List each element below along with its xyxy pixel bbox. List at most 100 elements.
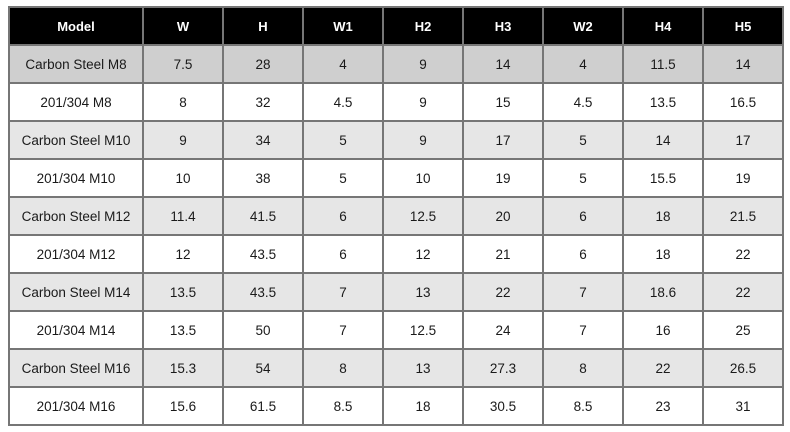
value-cell: 9 [142, 120, 224, 160]
value-cell: 18 [622, 234, 704, 274]
column-header-h: H [222, 6, 304, 46]
value-cell: 10 [382, 158, 464, 198]
value-cell: 18 [622, 196, 704, 236]
table-row: 201/304 M16 15.6 61.5 8.5 18 30.5 8.5 23 31 [8, 386, 784, 426]
value-cell: 32 [222, 82, 304, 122]
value-cell: 17 [462, 120, 544, 160]
value-cell: 9 [382, 44, 464, 84]
value-cell: 30.5 [462, 386, 544, 426]
value-cell: 9 [382, 82, 464, 122]
value-cell: 7 [542, 272, 624, 312]
value-cell: 23 [622, 386, 704, 426]
value-cell: 22 [622, 348, 704, 388]
fastener-dimensions-table: Model W H W1 H2 H3 W2 H4 H5 Carbon Steel… [8, 6, 784, 426]
column-header-h5: H5 [702, 6, 784, 46]
table-row: Carbon Steel M10 9 34 5 9 17 5 14 17 [8, 120, 784, 160]
column-header-model: Model [8, 6, 144, 46]
value-cell: 61.5 [222, 386, 304, 426]
value-cell: 6 [302, 234, 384, 274]
value-cell: 8.5 [542, 386, 624, 426]
header-row: Model W H W1 H2 H3 W2 H4 H5 [8, 6, 784, 46]
table-row: 201/304 M14 13.5 50 7 12.5 24 7 16 25 [8, 310, 784, 350]
model-cell: Carbon Steel M12 [8, 196, 144, 236]
value-cell: 16.5 [702, 82, 784, 122]
value-cell: 7.5 [142, 44, 224, 84]
model-cell: 201/304 M12 [8, 234, 144, 274]
value-cell: 19 [702, 158, 784, 198]
value-cell: 12.5 [382, 310, 464, 350]
value-cell: 12 [382, 234, 464, 274]
column-header-h2: H2 [382, 6, 464, 46]
value-cell: 13.5 [142, 272, 224, 312]
value-cell: 15.6 [142, 386, 224, 426]
value-cell: 43.5 [222, 234, 304, 274]
value-cell: 8 [142, 82, 224, 122]
value-cell: 11.4 [142, 196, 224, 236]
value-cell: 24 [462, 310, 544, 350]
table-row: Carbon Steel M14 13.5 43.5 7 13 22 7 18.6 22 [8, 272, 784, 312]
value-cell: 41.5 [222, 196, 304, 236]
value-cell: 5 [302, 158, 384, 198]
value-cell: 18 [382, 386, 464, 426]
model-cell: 201/304 M16 [8, 386, 144, 426]
value-cell: 13.5 [622, 82, 704, 122]
value-cell: 15.3 [142, 348, 224, 388]
value-cell: 6 [542, 196, 624, 236]
value-cell: 54 [222, 348, 304, 388]
value-cell: 8.5 [302, 386, 384, 426]
value-cell: 9 [382, 120, 464, 160]
table-row: Carbon Steel M8 7.5 28 4 9 14 4 11.5 14 [8, 44, 784, 84]
model-cell: Carbon Steel M14 [8, 272, 144, 312]
value-cell: 12.5 [382, 196, 464, 236]
value-cell: 31 [702, 386, 784, 426]
value-cell: 21 [462, 234, 544, 274]
table-row: 201/304 M12 12 43.5 6 12 21 6 18 22 [8, 234, 784, 274]
model-cell: Carbon Steel M16 [8, 348, 144, 388]
value-cell: 26.5 [702, 348, 784, 388]
model-cell: Carbon Steel M8 [8, 44, 144, 84]
value-cell: 8 [542, 348, 624, 388]
value-cell: 7 [542, 310, 624, 350]
table-row: 201/304 M10 10 38 5 10 19 5 15.5 19 [8, 158, 784, 198]
value-cell: 14 [702, 44, 784, 84]
value-cell: 12 [142, 234, 224, 274]
table-row: Carbon Steel M16 15.3 54 8 13 27.3 8 22 26.5 [8, 348, 784, 388]
value-cell: 28 [222, 44, 304, 84]
value-cell: 7 [302, 272, 384, 312]
value-cell: 5 [302, 120, 384, 160]
value-cell: 17 [702, 120, 784, 160]
value-cell: 4.5 [302, 82, 384, 122]
value-cell: 10 [142, 158, 224, 198]
table-body: Carbon Steel M8 7.5 28 4 9 14 4 11.5 14 201/304 M… [8, 44, 784, 426]
value-cell: 25 [702, 310, 784, 350]
value-cell: 8 [302, 348, 384, 388]
table-header: Model W H W1 H2 H3 W2 H4 H5 [8, 6, 784, 46]
column-header-w2: W2 [542, 6, 624, 46]
value-cell: 20 [462, 196, 544, 236]
value-cell: 5 [542, 158, 624, 198]
value-cell: 43.5 [222, 272, 304, 312]
value-cell: 38 [222, 158, 304, 198]
value-cell: 34 [222, 120, 304, 160]
table-row: Carbon Steel M12 11.4 41.5 6 12.5 20 6 18 21.5 [8, 196, 784, 236]
value-cell: 15 [462, 82, 544, 122]
column-header-w1: W1 [302, 6, 384, 46]
value-cell: 19 [462, 158, 544, 198]
value-cell: 5 [542, 120, 624, 160]
value-cell: 11.5 [622, 44, 704, 84]
value-cell: 27.3 [462, 348, 544, 388]
column-header-w: W [142, 6, 224, 46]
value-cell: 4 [302, 44, 384, 84]
model-cell: Carbon Steel M10 [8, 120, 144, 160]
model-cell: 201/304 M14 [8, 310, 144, 350]
value-cell: 14 [622, 120, 704, 160]
value-cell: 22 [702, 234, 784, 274]
column-header-h3: H3 [462, 6, 544, 46]
model-cell: 201/304 M10 [8, 158, 144, 198]
value-cell: 16 [622, 310, 704, 350]
value-cell: 13 [382, 272, 464, 312]
value-cell: 50 [222, 310, 304, 350]
model-cell: 201/304 M8 [8, 82, 144, 122]
value-cell: 6 [302, 196, 384, 236]
value-cell: 4 [542, 44, 624, 84]
